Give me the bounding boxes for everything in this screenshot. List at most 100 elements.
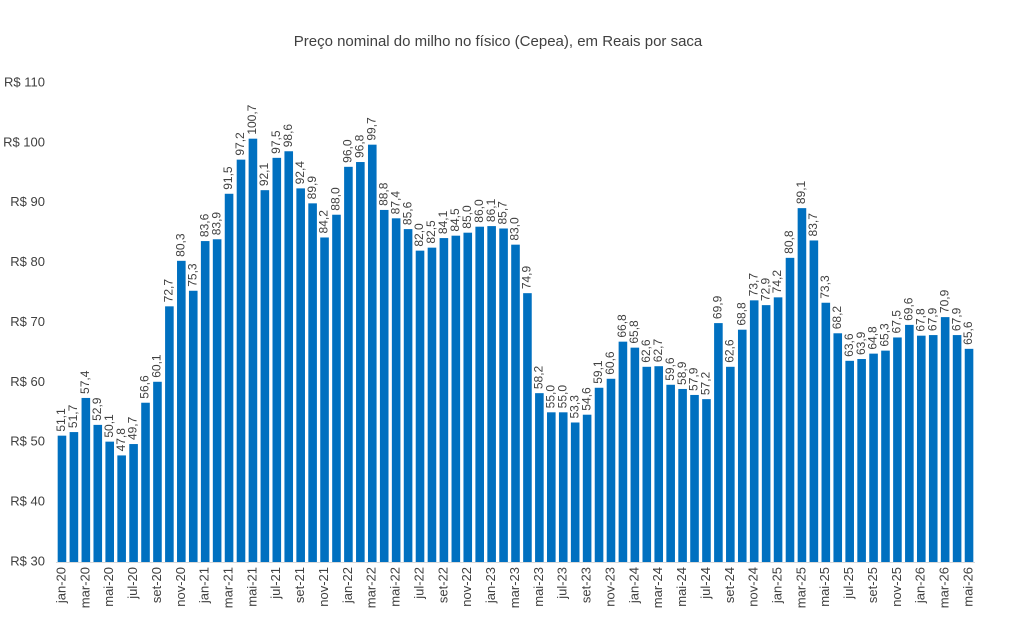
- bar: [881, 350, 890, 562]
- bar: [833, 333, 843, 562]
- data-label: 51,7: [66, 404, 80, 428]
- x-tick-label: jul-24: [698, 567, 713, 600]
- bar: [964, 348, 974, 562]
- x-tick-label: nov-24: [746, 567, 761, 607]
- y-tick-label: R$ 30: [10, 553, 45, 568]
- bar: [773, 297, 783, 562]
- data-label: 85,7: [496, 201, 510, 225]
- bar: [356, 162, 365, 562]
- x-tick-label: mai-23: [531, 567, 546, 607]
- x-tick-label: mai-26: [960, 567, 975, 607]
- x-tick-label: mar-22: [364, 567, 379, 608]
- data-label: 84,1: [436, 210, 450, 234]
- data-label: 86,1: [484, 198, 498, 222]
- data-label: 72,7: [162, 279, 176, 303]
- data-label: 62,6: [639, 339, 653, 363]
- bar: [105, 441, 115, 562]
- y-axis-tick-labels: R$ 110 R$ 100 R$ 90 R$ 80 R$ 70 R$ 60 R$ 50 R$ …: [3, 74, 45, 568]
- x-tick-label: jan-26: [913, 567, 928, 604]
- y-tick-label: R$ 50: [10, 434, 45, 449]
- bar: [690, 394, 699, 562]
- data-label: 80,8: [782, 230, 796, 254]
- data-label: 49,7: [126, 416, 140, 440]
- data-label: 67,9: [925, 307, 939, 331]
- data-label: 73,7: [746, 273, 760, 297]
- x-tick-label: jul-20: [125, 567, 140, 600]
- data-label: 63,6: [842, 333, 856, 357]
- bar: [367, 144, 377, 562]
- bar: [439, 238, 449, 563]
- x-tick-label: mai-20: [101, 567, 116, 607]
- data-label: 55,0: [555, 385, 569, 409]
- x-tick-label: mar-24: [650, 567, 665, 608]
- bar: [702, 399, 711, 562]
- data-label: 51,1: [54, 408, 68, 432]
- y-tick-label: R$ 70: [10, 314, 45, 329]
- data-label: 67,9: [949, 307, 963, 331]
- data-label: 92,4: [293, 161, 307, 185]
- bar: [857, 359, 866, 562]
- data-label: 88,0: [329, 187, 343, 211]
- bar: [379, 209, 389, 562]
- x-tick-label: jul-21: [268, 567, 283, 600]
- data-label: 52,9: [90, 397, 104, 421]
- x-tick-label: mar-26: [937, 567, 952, 608]
- data-label: 83,7: [806, 213, 820, 237]
- data-label: 63,9: [854, 331, 868, 355]
- bar: [618, 341, 628, 562]
- y-tick-label: R$ 40: [10, 494, 45, 509]
- x-tick-label: nov-25: [889, 567, 904, 607]
- data-label: 86,0: [472, 199, 486, 223]
- bar: [224, 193, 234, 563]
- x-tick-label: mai-25: [817, 567, 832, 607]
- x-tick-label: mar-20: [77, 567, 92, 608]
- bar: [391, 218, 401, 562]
- x-tick-label: mar-25: [793, 567, 808, 608]
- data-label: 69,9: [711, 295, 725, 319]
- data-label: 57,4: [78, 370, 92, 394]
- y-tick-label: R$ 100: [3, 134, 45, 149]
- bar: [415, 250, 425, 562]
- x-tick-label: jan-25: [770, 567, 785, 604]
- data-label: 82,5: [424, 220, 438, 244]
- bar: [344, 166, 353, 562]
- bar: [511, 244, 520, 562]
- bar: [200, 241, 210, 562]
- bar: [499, 228, 508, 562]
- data-label: 100,7: [245, 104, 259, 134]
- bar: [845, 360, 854, 562]
- bar: [940, 317, 950, 562]
- bar: [821, 302, 831, 562]
- data-label: 83,9: [209, 212, 223, 236]
- x-tick-label: set-23: [579, 567, 594, 603]
- x-tick-label: mai-22: [388, 567, 403, 607]
- data-label: 82,0: [412, 223, 426, 247]
- bar: [69, 432, 79, 562]
- data-label: 54,6: [579, 387, 593, 411]
- bar: [761, 305, 771, 562]
- bar: [141, 402, 150, 562]
- bar: [487, 226, 496, 562]
- bar: [714, 323, 723, 562]
- data-label: 57,9: [687, 367, 701, 391]
- data-label: 53,3: [567, 395, 581, 419]
- bar: [320, 237, 329, 563]
- bar: [463, 232, 473, 562]
- bar: [535, 393, 544, 562]
- bar: [905, 324, 914, 562]
- data-label: 92,1: [257, 162, 271, 186]
- x-tick-label: jan-23: [483, 567, 498, 604]
- bar: [630, 347, 640, 562]
- data-label: 80,3: [173, 233, 187, 257]
- x-tick-label: mar-23: [507, 567, 522, 608]
- data-label: 97,5: [269, 130, 283, 154]
- bar: [260, 190, 270, 562]
- x-tick-label: set-25: [865, 567, 880, 603]
- y-tick-label: R$ 90: [10, 194, 45, 209]
- x-tick-label: jul-22: [411, 567, 426, 600]
- data-label: 58,9: [675, 361, 689, 385]
- bar: [165, 306, 174, 562]
- bar: [928, 335, 938, 562]
- data-label: 96,8: [353, 134, 367, 158]
